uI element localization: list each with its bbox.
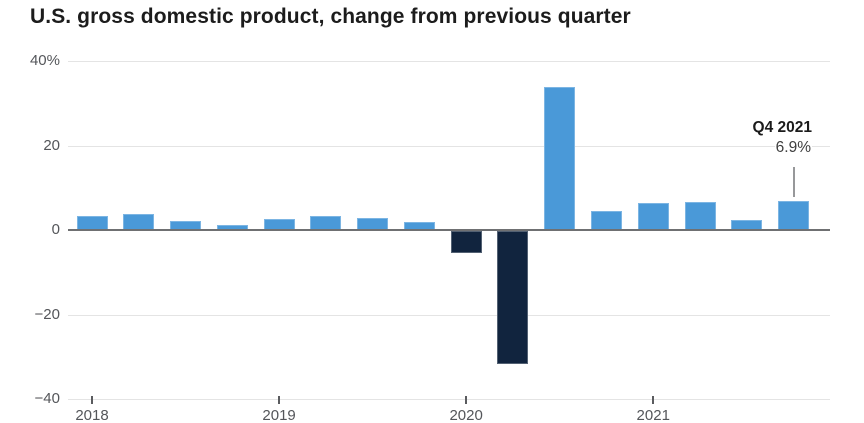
annotation-connector-line [793,167,795,197]
annotation-label: Q4 2021 [752,119,812,136]
bar-q1-2018 [76,216,108,230]
y-axis-label--20: −20 [34,305,60,323]
gridline-40 [68,61,830,62]
bar-q3-2020 [544,87,576,230]
y-axis-label-40: 40% [29,52,60,69]
x-axis-tick-2019 [278,396,280,404]
bar-q2-2019 [310,215,342,230]
y-axis-label-0: 0 [51,221,60,238]
bar-q2-2021 [684,201,716,230]
bar-q1-2020 [450,231,482,253]
zero-axis-line [68,229,830,231]
bar-q4-2021 [778,200,810,230]
bar-q2-2020 [497,231,529,364]
x-axis-label-2021: 2021 [636,407,670,423]
x-axis-label-2020: 2020 [449,407,483,423]
bar-q1-2021 [637,203,669,230]
x-axis-tick-2020 [465,396,467,404]
y-axis-label--40: −40 [34,390,60,407]
bar-q3-2021 [731,220,763,230]
gridline--20 [68,315,830,316]
bar-q2-2018 [123,213,155,230]
x-axis-tick-2018 [91,396,93,404]
x-axis-tick-2021 [652,396,654,404]
annotation-value: 6.9% [774,139,812,157]
y-axis-label-20: 20 [43,136,60,154]
x-axis-label-2018: 2018 [75,407,109,423]
bar-q4-2019 [403,221,435,230]
x-axis-label-2019: 2019 [262,407,296,423]
bar-q4-2020 [590,210,622,230]
gridline-20 [68,146,830,147]
bar-q1-2019 [263,219,295,230]
gridline--40 [68,399,830,400]
bar-q3-2018 [170,221,202,230]
bar-q3-2019 [357,218,389,230]
bar-q4-2018 [216,224,248,230]
chart-title: U.S. gross domestic product, change from… [30,5,631,28]
